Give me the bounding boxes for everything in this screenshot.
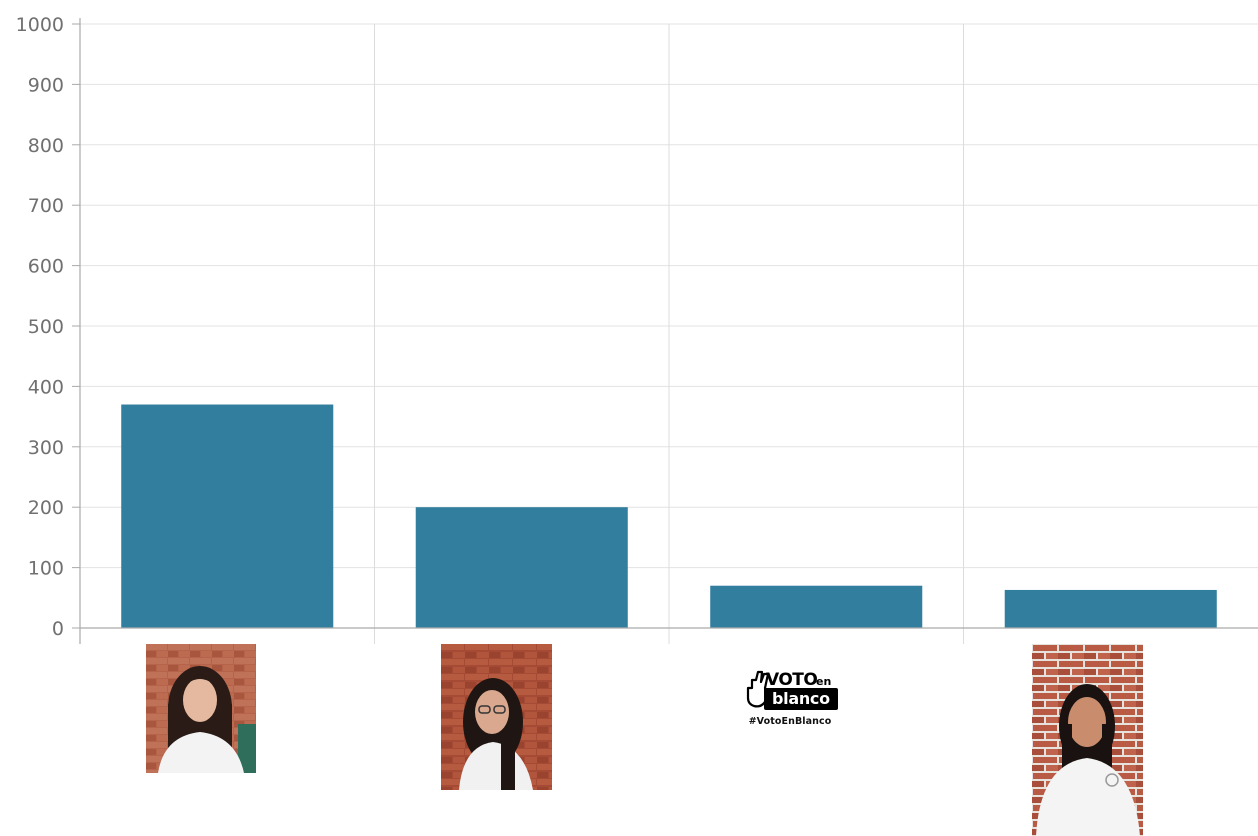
logo-hashtag: #VotoEnBlanco [748,716,832,727]
bar-candidate-1 [121,404,334,628]
y-tick-label: 100 [28,558,64,580]
y-tick-label: 0 [52,618,64,640]
y-tick-label: 300 [28,437,64,459]
chart-axes [79,18,1258,644]
y-axis-ticks: 0 100 200 300 400 500 600 700 800 900 1000 [16,14,80,640]
y-tick-label: 200 [28,497,64,519]
bar-voto-en-blanco [710,585,923,628]
candidate-1-photo [146,644,256,773]
chart-bars [121,404,1217,628]
logo-word-blanco: blanco [772,689,830,708]
bar-candidate-4 [1004,589,1217,628]
voto-en-blanco-logo: VOTO en blanco #VotoEnBlanco [742,668,842,730]
y-tick-label: 400 [28,376,64,398]
chart-grid [80,23,1258,644]
y-tick-label: 800 [28,135,64,157]
y-tick-label: 700 [28,195,64,217]
peace-sign-hand-icon [746,670,838,710]
y-tick-label: 1000 [16,14,64,36]
y-tick-label: 500 [28,316,64,338]
y-tick-label: 600 [28,256,64,278]
candidate-2-photo [441,644,552,790]
logo-word-en: en [816,675,832,688]
candidate-4-photo [1032,644,1143,836]
bar-candidate-2 [415,507,628,628]
y-tick-label: 900 [28,74,64,96]
logo-word-voto: VOTO [766,670,818,690]
